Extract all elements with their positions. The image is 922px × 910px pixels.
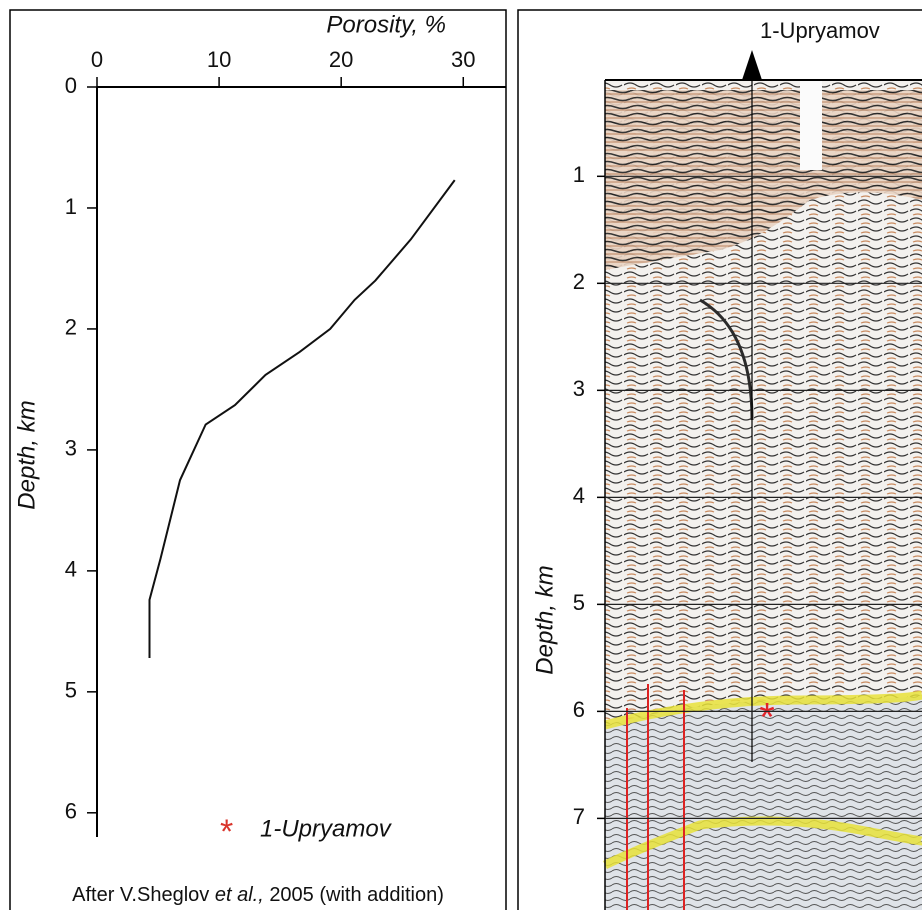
y-tick-label: 4 xyxy=(65,557,77,582)
legend-marker: * xyxy=(220,813,233,851)
x-tick-label: 20 xyxy=(329,47,353,72)
y-tick-label: 5 xyxy=(573,590,585,615)
left-frame xyxy=(10,10,506,910)
y-tick-label: 3 xyxy=(65,436,77,461)
y-tick-label: 0 xyxy=(65,73,77,98)
y-tick-label: 1 xyxy=(65,194,77,219)
y-tick-label: 4 xyxy=(573,483,585,508)
y-tick-label: 6 xyxy=(65,799,77,824)
y-tick-label: 2 xyxy=(573,269,585,294)
x-tick-label: 10 xyxy=(207,47,231,72)
source-note: After V.Sheglov et al., 2005 (with addit… xyxy=(72,884,444,906)
y-axis-label-right: Depth, km xyxy=(531,565,558,674)
well-star: * xyxy=(759,696,775,740)
y-tick-label: 3 xyxy=(573,376,585,401)
note-part: After V.Sheglov xyxy=(72,884,209,906)
note-part: 2005 (with addition) xyxy=(269,884,444,906)
x-axis-label: Porosity, % xyxy=(326,11,446,38)
figure: 1-Upryamov * Porosity, % Depth, km Depth… xyxy=(0,0,922,910)
x-tick-label: 0 xyxy=(91,47,103,72)
well-label: 1-Upryamov xyxy=(760,18,880,43)
y-tick-label: 7 xyxy=(573,804,585,829)
x-tick-label: 30 xyxy=(451,47,475,72)
y-tick-label: 1 xyxy=(573,162,585,187)
porosity-curve xyxy=(149,180,454,658)
y-tick-label: 6 xyxy=(573,697,585,722)
note-part: et al., xyxy=(215,884,264,906)
y-tick-label: 5 xyxy=(65,678,77,703)
y-tick-label: 2 xyxy=(65,315,77,340)
legend-label: 1-Upryamov xyxy=(260,815,393,842)
seismic-image xyxy=(605,50,922,910)
y-axis-label: Depth, km xyxy=(13,400,40,509)
